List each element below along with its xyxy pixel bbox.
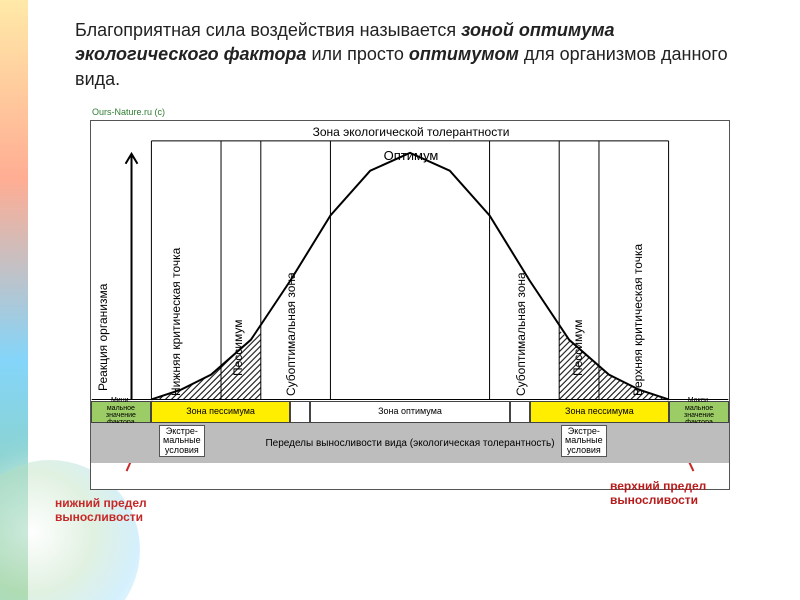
title-paragraph: Благоприятная сила воздействия называетс… — [75, 18, 760, 91]
grey-tolerance-strip: Переделы выносливости вида (экологическа… — [91, 423, 729, 463]
extreme-left-label: Экстре- мальные условия — [159, 425, 205, 457]
zone-header-label: Зона экологической толерантности — [151, 125, 671, 139]
vlabel-pess-right: Пессимум — [571, 216, 585, 376]
vlabel-reaction: Реакция организма — [96, 191, 110, 391]
bar-pess-right: Зона пессимума — [530, 401, 670, 423]
watermark: Ours-Nature.ru (c) — [92, 107, 165, 117]
colored-zone-bar: Мини- мальное значение фактора Зона песс… — [91, 401, 729, 423]
upper-limit-label: верхний предел выносливости — [610, 480, 770, 508]
bar-gap-left — [290, 401, 310, 423]
vlabel-lower-crit: Нижняя критическая точка — [169, 176, 183, 396]
vlabel-pess-left: Пессимум — [231, 216, 245, 376]
title-part1: Благоприятная сила воздействия называетс… — [75, 20, 461, 40]
extreme-right-label: Экстре- мальные условия — [561, 425, 607, 457]
grey-caption: Переделы выносливости вида (экологическа… — [265, 438, 554, 449]
tolerance-diagram: Зона экологической толерантности Оптимум… — [90, 120, 730, 490]
vlabel-subopt-left: Субоптимальная зона — [284, 176, 298, 396]
bar-optimum: Зона оптимума — [310, 401, 509, 423]
bar-max-value: Макси- мальное значение фактора — [669, 401, 729, 423]
title-part2: или просто — [311, 44, 408, 64]
vlabel-subopt-right: Субоптимальная зона — [514, 176, 528, 396]
title-emph2: оптимумом — [409, 44, 519, 64]
optimum-label: Оптимум — [351, 148, 471, 163]
bar-pess-left: Зона пессимума — [151, 401, 291, 423]
vlabel-upper-crit: Верхняя критическая точка — [631, 176, 645, 396]
lower-limit-label: нижний предел выносливости — [55, 497, 205, 525]
bar-gap-right — [510, 401, 530, 423]
bar-min-value: Мини- мальное значение фактора — [91, 401, 151, 423]
